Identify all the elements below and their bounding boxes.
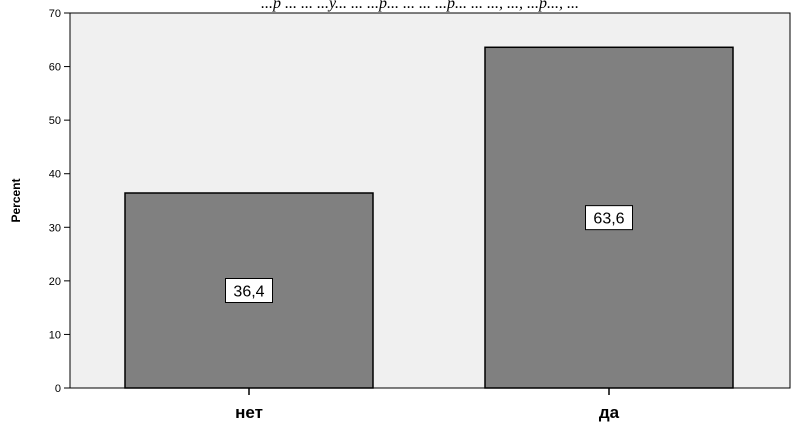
data-label-box-да <box>585 205 633 231</box>
y-axis-label: Percent <box>9 178 23 222</box>
data-label-нет: 36,4 <box>233 284 264 301</box>
y-tick-label: 40 <box>49 169 61 181</box>
y-tick-label: 70 <box>49 8 61 20</box>
data-label-box-нет <box>225 278 273 303</box>
y-tick-label: 50 <box>49 115 61 127</box>
x-tick-label: нет <box>235 403 263 422</box>
y-tick-label: 10 <box>49 329 61 341</box>
data-label-да: 63,6 <box>593 211 624 228</box>
y-tick-label: 0 <box>55 383 61 395</box>
y-tick-label: 30 <box>49 222 61 234</box>
y-tick-label: 20 <box>49 276 61 288</box>
top-caption: ...р ... ... ...у... ... ...р... ... ...… <box>261 0 579 12</box>
x-tick-label: да <box>599 403 620 422</box>
y-tick-label: 60 <box>49 62 61 74</box>
